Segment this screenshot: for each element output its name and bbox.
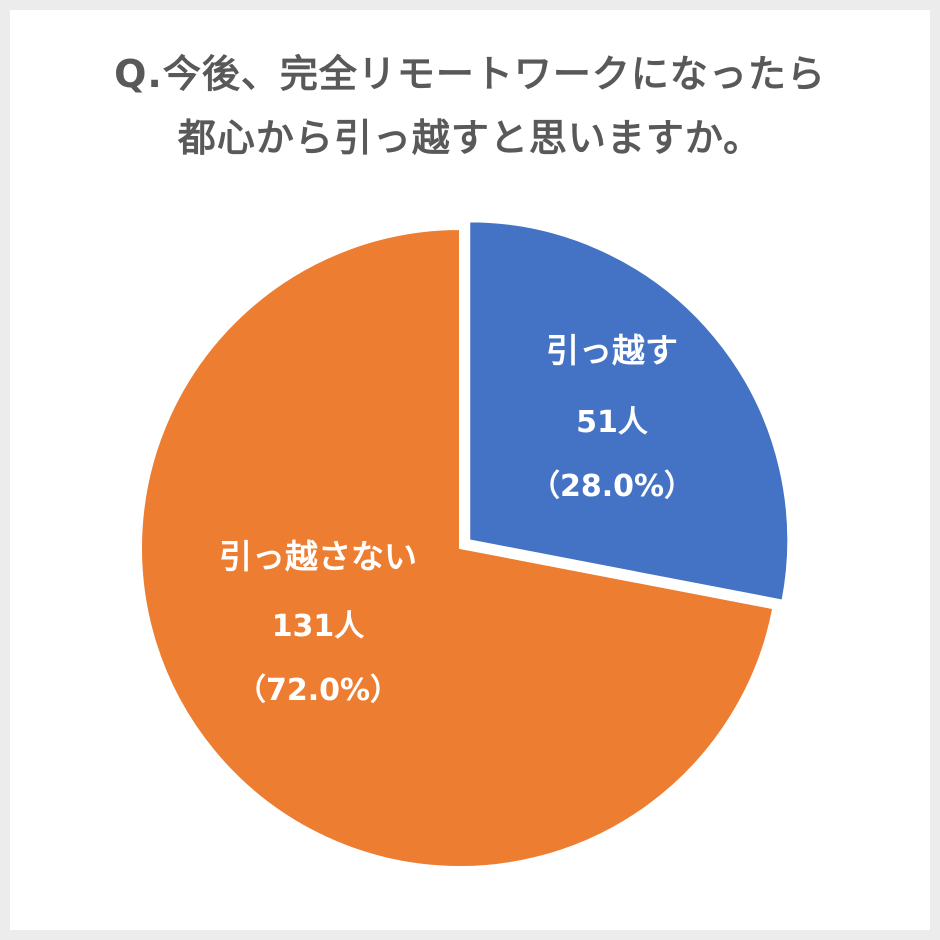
chart-title-line2: 都心から引っ越すと思いますか。 — [177, 116, 763, 160]
pie-slice-move — [468, 220, 790, 602]
slice-stay-count: 131人 — [272, 609, 365, 644]
slice-move-label: 引っ越す — [546, 331, 678, 370]
slice-move-percent: （28.0%） — [530, 469, 694, 504]
chart-title: Q.今後、完全リモートワークになったら 都心から引っ越すと思いますか。 — [0, 42, 940, 170]
chart-title-line1: Q.今後、完全リモートワークになったら — [114, 52, 826, 96]
pie-slice-stay — [140, 227, 775, 868]
slice-move-count: 51人 — [576, 405, 648, 440]
slice-stay-label: 引っ越さない — [219, 537, 417, 576]
slice-stay-percent: （72.0%） — [236, 673, 400, 708]
